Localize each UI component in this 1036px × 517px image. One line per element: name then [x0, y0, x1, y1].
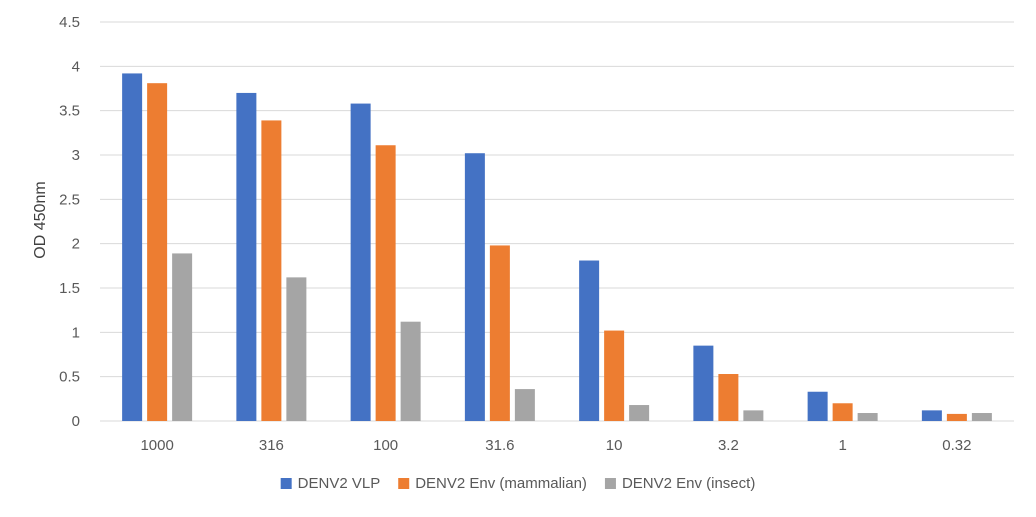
legend-label: DENV2 VLP — [298, 475, 381, 492]
bar-denv2-env-insect-31.6 — [514, 389, 535, 421]
x-axis-ticks: 1000 316 100 31.6 10 3.2 1 0.32 — [140, 437, 971, 454]
legend-label: DENV2 Env (mammalian) — [415, 475, 587, 492]
bar-denv2-env-insect-100 — [400, 321, 421, 421]
y-tick-label: 0.5 — [59, 369, 80, 386]
bar-denv2-env-mammalian-10 — [604, 330, 625, 421]
bar-denv2-env-mammalian-100 — [375, 145, 396, 421]
bar-denv2-vlp-1 — [807, 391, 828, 421]
y-tick-label: 0 — [72, 413, 80, 430]
legend-swatch — [280, 478, 292, 489]
bar-denv2-vlp-1000 — [122, 73, 143, 421]
y-axis-label: OD 450nm — [32, 181, 49, 258]
bar-denv2-vlp-316 — [236, 92, 257, 421]
x-tick-label: 3.2 — [718, 437, 739, 454]
bar-denv2-env-insect-1 — [857, 413, 878, 421]
bar-denv2-vlp-31.6 — [464, 153, 485, 421]
legend-swatch — [398, 478, 410, 489]
y-tick-label: 3.5 — [59, 103, 80, 120]
y-tick-label: 1 — [72, 324, 80, 341]
bar-denv2-vlp-0.32 — [921, 410, 942, 421]
bar-denv2-env-mammalian-31.6 — [489, 245, 510, 421]
legend: DENV2 VLP DENV2 Env (mammalian) DENV2 Env … — [280, 475, 755, 492]
y-axis-ticks: 0 0.5 1 1.5 2 2.5 3 3.5 4 4.5 — [59, 14, 80, 430]
y-tick-label: 3 — [72, 147, 80, 164]
x-tick-label: 10 — [606, 437, 623, 454]
bar-denv2-env-mammalian-0.32 — [946, 413, 967, 421]
bars — [122, 73, 992, 422]
bar-denv2-env-mammalian-316 — [261, 120, 282, 422]
bar-denv2-env-insect-316 — [286, 277, 307, 421]
bar-denv2-env-mammalian-1 — [832, 403, 853, 421]
y-tick-label: 2.5 — [59, 191, 80, 208]
x-tick-label: 100 — [373, 437, 398, 454]
bar-denv2-env-mammalian-1000 — [147, 83, 168, 422]
bar-denv2-env-insect-1000 — [172, 253, 193, 421]
bar-denv2-vlp-10 — [579, 260, 600, 421]
y-tick-label: 1.5 — [59, 280, 80, 297]
x-tick-label: 316 — [259, 437, 284, 454]
x-tick-label: 0.32 — [942, 437, 971, 454]
x-tick-label: 1000 — [140, 437, 173, 454]
bar-denv2-env-insect-3.2 — [743, 410, 764, 421]
legend-label: DENV2 Env (insect) — [622, 475, 755, 492]
x-tick-label: 31.6 — [485, 437, 514, 454]
y-tick-label: 4 — [72, 58, 80, 75]
bar-denv2-env-insect-10 — [629, 405, 650, 421]
bar-denv2-vlp-3.2 — [693, 345, 714, 421]
legend-swatch — [604, 478, 616, 489]
bar-denv2-env-insect-0.32 — [971, 413, 992, 421]
bar-denv2-vlp-100 — [350, 103, 371, 421]
x-tick-label: 1 — [838, 437, 846, 454]
bar-denv2-env-mammalian-3.2 — [718, 374, 739, 421]
y-tick-label: 2 — [72, 236, 80, 253]
y-tick-label: 4.5 — [59, 14, 80, 31]
